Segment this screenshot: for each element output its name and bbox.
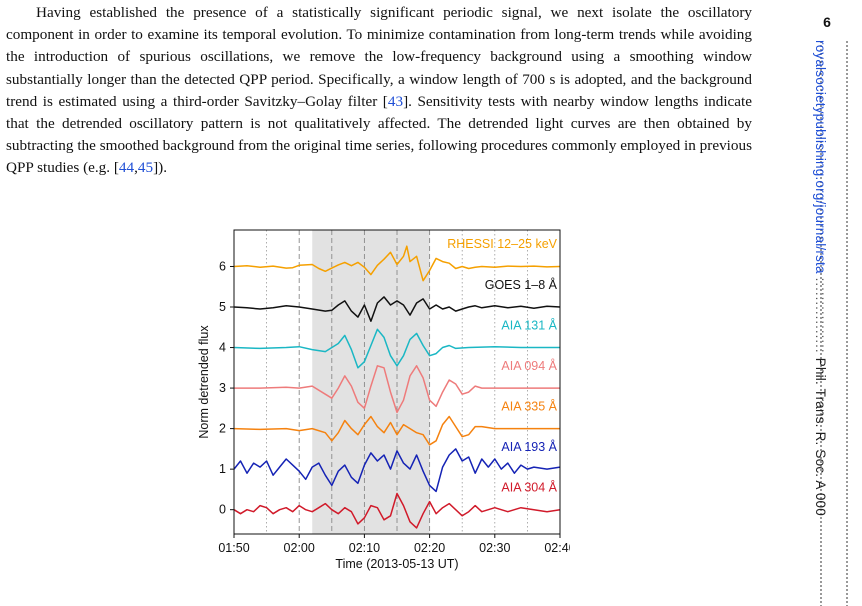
paragraph-text-segment: ]. Sensitivity tests with nearby window … xyxy=(6,92,753,177)
series-line-5 xyxy=(233,448,561,493)
running-head-separator: :::::::::::::::: xyxy=(813,277,828,354)
series-line-2 xyxy=(233,328,560,369)
x-axis-label: Time (2013-05-13 UT) xyxy=(335,557,458,571)
y-axis-label: Norm detrended flux xyxy=(197,325,211,439)
citation-link-43[interactable]: 43 xyxy=(387,92,404,110)
running-head: royalsocietypublishing.org/journal/rsta:… xyxy=(804,40,828,600)
series-label-2: AIA 131 Å xyxy=(501,317,557,332)
series-label-4: AIA 335 Å xyxy=(501,398,557,413)
plot-frame xyxy=(233,229,561,535)
y-tick-label: 3 xyxy=(219,381,226,395)
citation-link-45[interactable]: 45 xyxy=(137,159,154,177)
figure-chart: RHESSI 12–25 keV GOES 1–8 Å AIA 131 Å AIA 0… xyxy=(197,229,570,571)
series-label-0: RHESSI 12–25 keV xyxy=(447,237,557,251)
journal-url-link[interactable]: royalsocietypublishing.org/journal/rsta xyxy=(813,40,828,274)
series-label-6: AIA 304 Å xyxy=(501,479,557,494)
series-line-1 xyxy=(233,296,561,322)
y-tick-label: 5 xyxy=(219,300,226,314)
x-tick-label: 02:30 xyxy=(479,541,510,555)
x-tick-label: 02:20 xyxy=(414,541,445,555)
shaded-interval xyxy=(312,230,430,534)
paragraph-text-segment: ]). xyxy=(153,159,168,177)
journal-citation: Phil. Trans. R. Soc. A 000 xyxy=(813,357,828,516)
page-number: 6 xyxy=(823,14,831,30)
x-tick-label: 02:10 xyxy=(349,541,380,555)
body-paragraph: Having established the presence of a sta… xyxy=(6,2,752,180)
series-label-5: AIA 193 Å xyxy=(501,439,557,454)
y-tick-label: 1 xyxy=(219,462,226,476)
series-line-4 xyxy=(233,415,560,446)
paragraph-text-segment: , xyxy=(134,159,138,177)
y-tick-label: 6 xyxy=(219,259,226,273)
y-tick-label: 2 xyxy=(219,422,226,436)
series-line-3 xyxy=(234,365,560,414)
margin-dotted-rule-right xyxy=(846,40,848,606)
series-label-3: AIA 094 Å xyxy=(501,358,557,373)
series-label-1: GOES 1–8 Å xyxy=(485,277,558,292)
x-tick-label: 01:50 xyxy=(218,541,249,555)
citation-link-44[interactable]: 44 xyxy=(118,159,135,177)
y-tick-label: 4 xyxy=(219,341,226,355)
series-line-0 xyxy=(233,245,561,282)
x-tick-label: 02:00 xyxy=(284,541,315,555)
paragraph-text-segment: Having established the presence of a sta… xyxy=(6,4,752,110)
margin-dotted-rule-left xyxy=(820,40,822,606)
x-tick-label: 02:40 xyxy=(544,541,570,555)
series-line-6 xyxy=(233,492,561,529)
y-tick-label: 0 xyxy=(219,503,226,517)
